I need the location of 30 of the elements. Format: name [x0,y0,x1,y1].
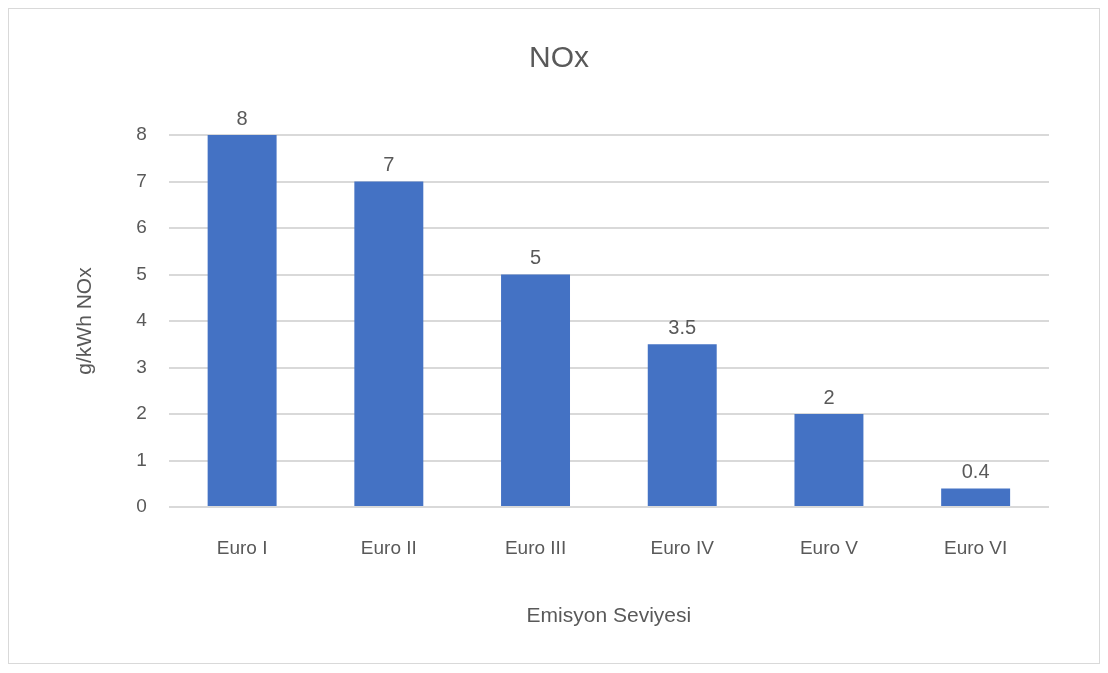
data-label: 7 [383,153,395,176]
y-axis-title: g/kWh NOx [72,266,96,375]
data-label: 2 [823,385,835,408]
data-label: 5 [529,246,542,269]
data-label: 3.5 [668,315,697,338]
y-tick-label: 6 [136,216,147,238]
x-tick-label: Euro IV [650,536,715,558]
bar [794,414,864,506]
data-label: 0.4 [961,459,990,482]
y-tick-label: 7 [136,169,147,191]
x-tick-label: Euro V [799,536,859,558]
y-tick-label: 5 [136,262,147,284]
x-tick-label: Euro I [216,536,268,558]
bar [647,344,717,506]
y-tick-label: 2 [136,402,147,424]
bar [501,274,571,506]
y-tick-label: 8 [136,123,147,145]
bar [354,181,424,506]
x-tick-label: Euro III [504,536,567,558]
x-axis-title: Emisyon Seviyesi [526,603,692,627]
bar [207,135,277,506]
chart-title: NOx [529,40,589,74]
y-tick-label: 1 [136,448,147,470]
x-tick-label: Euro VI [943,536,1008,558]
y-tick-label: 0 [136,495,147,517]
data-label: 8 [236,106,248,129]
y-tick-label: 3 [136,355,147,377]
x-tick-label: Euro II [360,536,417,558]
bar [941,488,1011,506]
y-tick-label: 4 [136,309,148,331]
